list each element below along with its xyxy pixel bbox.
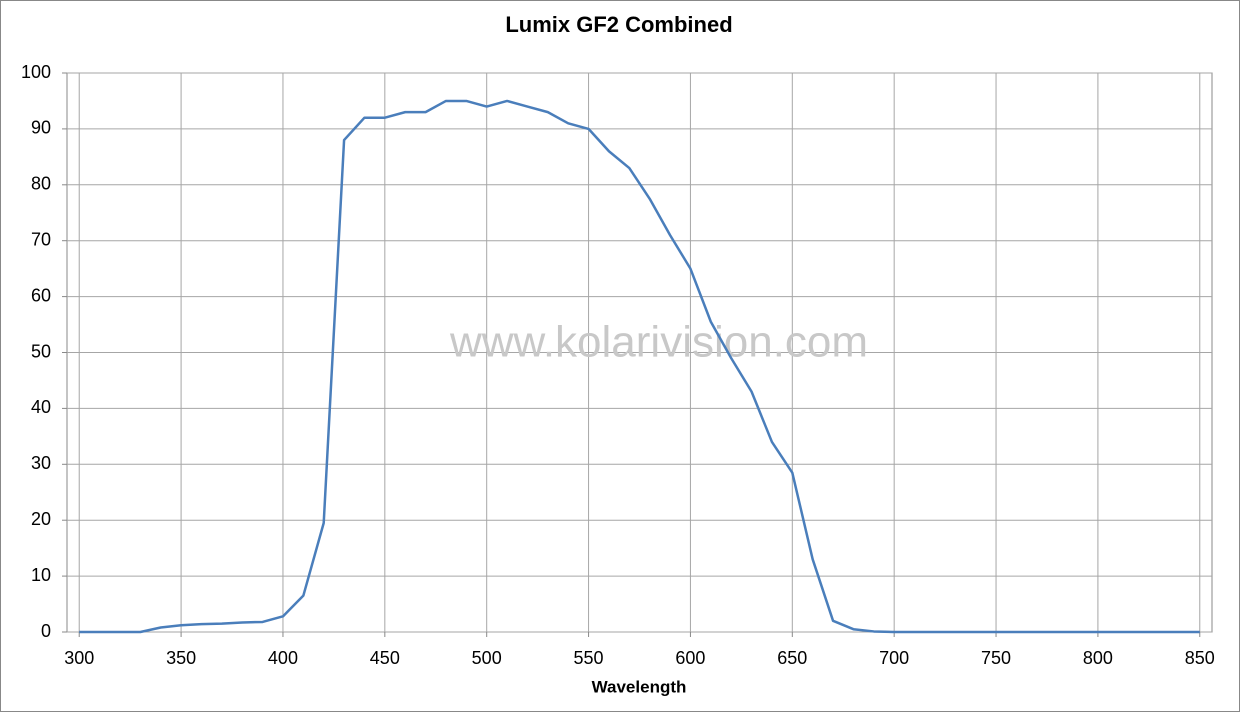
chart-title: Lumix GF2 Combined <box>505 12 732 37</box>
x-tick-label: 650 <box>777 648 807 668</box>
watermark: www.kolarivision.com <box>449 318 868 367</box>
x-axis-title: Wavelength <box>592 677 687 696</box>
y-tick-label: 50 <box>31 341 51 361</box>
x-tick-label: 550 <box>574 648 604 668</box>
x-tick-label: 700 <box>879 648 909 668</box>
y-tick-label: 20 <box>31 509 51 529</box>
x-tick-label: 850 <box>1185 648 1215 668</box>
x-tick-label: 600 <box>675 648 705 668</box>
x-tick-label: 350 <box>166 648 196 668</box>
x-tick-label: 450 <box>370 648 400 668</box>
x-tick-label: 800 <box>1083 648 1113 668</box>
x-tick-label: 400 <box>268 648 298 668</box>
y-tick-label: 100 <box>21 62 51 82</box>
y-tick-label: 60 <box>31 285 51 305</box>
y-tick-label: 40 <box>31 397 51 417</box>
y-tick-label: 10 <box>31 565 51 585</box>
y-tick-label: 90 <box>31 118 51 138</box>
data-line <box>79 99 1200 634</box>
y-tick-label: 0 <box>41 621 51 641</box>
x-tick-label: 750 <box>981 648 1011 668</box>
y-tick-label: 80 <box>31 174 51 194</box>
y-tick-label: 70 <box>31 229 51 249</box>
x-tick-label: 500 <box>472 648 502 668</box>
y-tick-label: 30 <box>31 453 51 473</box>
x-tick-label: 300 <box>64 648 94 668</box>
